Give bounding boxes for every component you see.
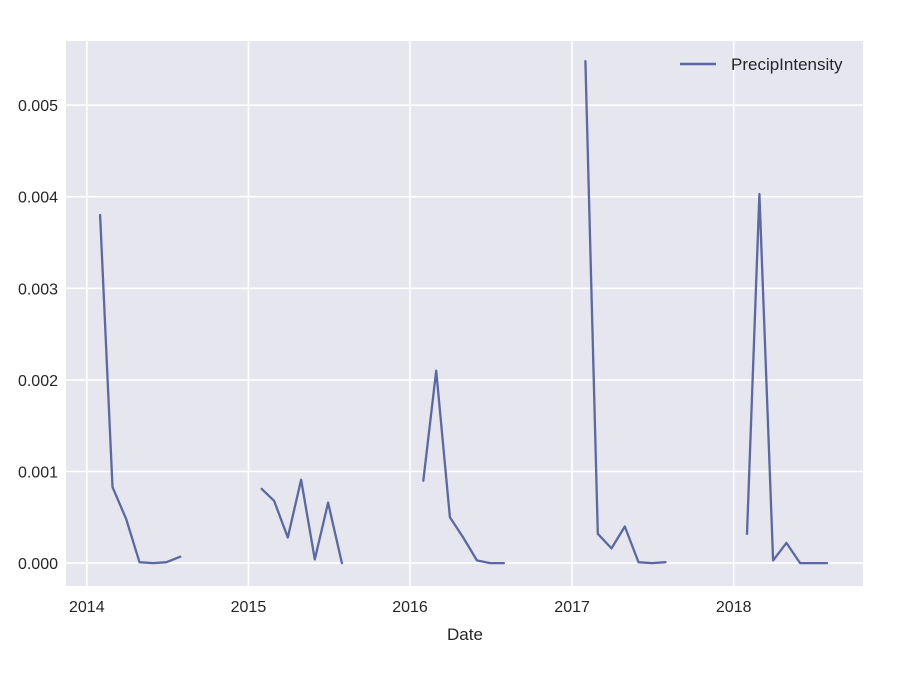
x-tick-label: 2015 — [231, 599, 267, 616]
grid — [66, 41, 863, 586]
series-line-segment — [584, 60, 667, 565]
legend: PrecipIntensity — [680, 55, 843, 74]
series-line-segment — [260, 478, 344, 565]
y-tick-labels: 0.000 0.001 0.002 0.003 0.004 0.005 — [18, 98, 58, 573]
y-tick-label: 0.003 — [18, 281, 58, 298]
x-tick-label: 2017 — [554, 599, 590, 616]
x-tick-label: 2018 — [716, 599, 752, 616]
series-line-segment — [98, 213, 182, 565]
y-tick-label: 0.001 — [18, 465, 58, 482]
y-tick-label: 0.000 — [18, 556, 58, 573]
x-tick-label: 2014 — [69, 599, 105, 616]
plot-area — [66, 41, 863, 586]
y-tick-label: 0.005 — [18, 98, 58, 115]
legend-label: PrecipIntensity — [731, 55, 843, 74]
y-tick-label: 0.004 — [18, 190, 58, 207]
x-axis-label: Date — [447, 625, 483, 644]
series-line-segment — [422, 369, 506, 565]
x-tick-labels: 2014 2015 2016 2017 2018 — [69, 599, 752, 616]
series-line-segment — [745, 192, 829, 565]
y-tick-label: 0.002 — [18, 373, 58, 390]
x-tick-label: 2016 — [392, 599, 428, 616]
series-layer — [98, 60, 829, 565]
